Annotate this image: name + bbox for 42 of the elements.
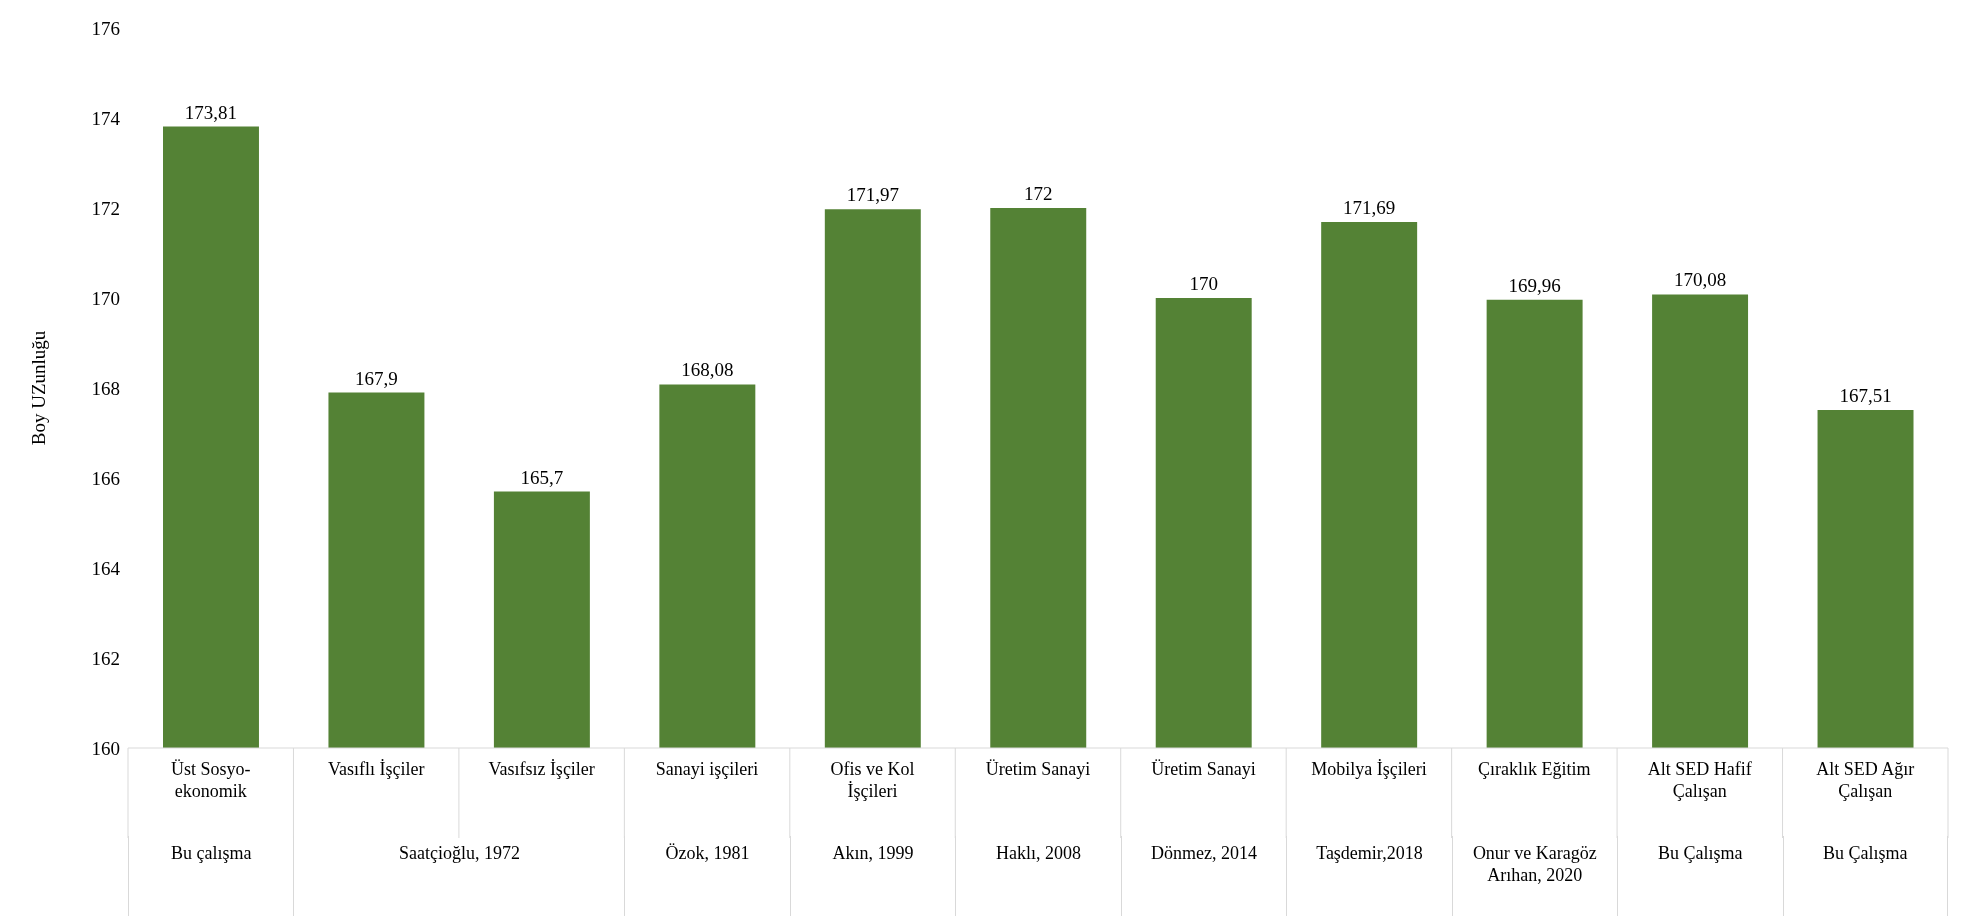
text: Onur ve Karagöz Arıhan, 2020 — [1451, 836, 1618, 916]
x-tick-label: Çıraklık Eğitim — [1477, 758, 1592, 780]
y-tick-label: 176 — [91, 17, 120, 39]
y-tick-label: 170 — [91, 287, 120, 309]
data-label: 171,69 — [1343, 196, 1396, 218]
x-tick-label: Ofis ve Kol İşçileri — [829, 758, 916, 802]
data-label: 168,08 — [681, 359, 734, 381]
x-tick-label: Vasıfsız İşçiler — [487, 758, 596, 780]
data-label: 167,51 — [1839, 385, 1892, 407]
data-label: 169,96 — [1508, 274, 1561, 296]
text: Bu Çalışma — [1782, 836, 1948, 916]
text: Bu Çalışma — [1617, 836, 1783, 916]
x-tick-label: Sanayi işçileri — [654, 758, 760, 780]
text: Haklı, 2008 — [955, 836, 1121, 916]
y-tick-label: 174 — [91, 107, 121, 129]
data-label: 173,81 — [184, 101, 238, 123]
y-tick-label: 160 — [91, 737, 120, 759]
y-tick-label: 166 — [91, 467, 120, 489]
x-tick-label: Alt SED Hafif Çalışan — [1646, 758, 1753, 802]
text: Taşdemir,2018 — [1286, 836, 1452, 916]
text: Özok, 1981 — [624, 836, 790, 916]
y-tick-label: 162 — [91, 647, 120, 669]
data-label: 172 — [1024, 183, 1053, 204]
x-tick-label: Üretim Sanayi — [1150, 758, 1257, 780]
x-tick-label: Mobilya İşçileri — [1310, 758, 1428, 780]
data-label: 170 — [1189, 273, 1218, 294]
data-label: 167,9 — [355, 367, 398, 389]
y-tick-label: 164 — [91, 557, 121, 579]
text: Bu çalışma — [128, 836, 294, 916]
x-tick-label: Vasıflı İşçiler — [326, 758, 426, 780]
x-tick-label: Alt SED Ağır Çalışan — [1815, 758, 1916, 802]
data-label: 170,08 — [1673, 269, 1727, 291]
text: Dönmez, 2014 — [1120, 836, 1287, 916]
y-tick-label: 168 — [91, 377, 120, 399]
y-tick-label: 172 — [91, 197, 120, 219]
data-label: 165,7 — [520, 466, 564, 488]
y-axis-title: Boy UZunluğu — [27, 330, 49, 446]
text: Saatçioğlu, 1972 — [293, 836, 625, 916]
x-tick-label: Üretim Sanayi — [984, 758, 1092, 780]
data-label: 171,97 — [846, 184, 899, 206]
x-tick-label: Üst Sosyo-ekonomik — [169, 758, 252, 802]
text: Akın, 1999 — [789, 836, 956, 916]
